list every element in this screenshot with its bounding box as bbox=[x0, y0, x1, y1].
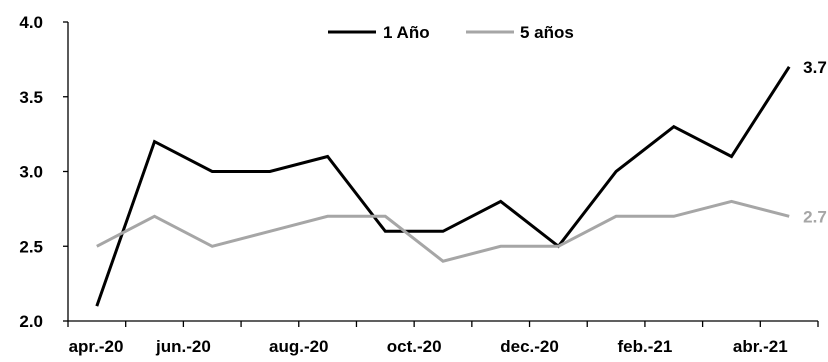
y-tick-label: 3.5 bbox=[19, 88, 43, 107]
end-value-label: 2.7 bbox=[803, 207, 827, 226]
x-axis-ticks: apr.-20 jun.-20 aug.-20 oct.-20 dec.-20 feb.-… bbox=[67, 321, 819, 356]
legend: 1 Año 5 años bbox=[328, 23, 574, 42]
series-line-five-years bbox=[96, 199, 790, 263]
y-tick-label: 2.0 bbox=[19, 312, 43, 331]
y-tick-label: 2.5 bbox=[19, 237, 43, 256]
x-tick-label: jun.-20 bbox=[155, 337, 211, 356]
y-axis-ticks: 2.0 2.5 3.0 3.5 4.0 bbox=[19, 13, 68, 331]
axes bbox=[67, 22, 818, 322]
x-tick-label: abr.-21 bbox=[733, 337, 788, 356]
x-tick-label: feb.-21 bbox=[618, 337, 673, 356]
x-tick-label: oct.-20 bbox=[387, 337, 442, 356]
end-labels: 3.7 2.7 bbox=[803, 58, 827, 227]
y-tick-label: 3.0 bbox=[19, 163, 43, 182]
legend-label: 5 años bbox=[520, 23, 574, 42]
legend-label: 1 Año bbox=[383, 23, 430, 42]
x-tick-label: dec.-20 bbox=[500, 337, 559, 356]
y-tick-label: 4.0 bbox=[19, 13, 43, 32]
x-tick-label: apr.-20 bbox=[69, 337, 124, 356]
end-value-label: 3.7 bbox=[803, 58, 827, 77]
x-tick-label: aug.-20 bbox=[269, 337, 329, 356]
series-lines bbox=[95, 65, 791, 307]
series-line-one-year bbox=[95, 65, 791, 307]
